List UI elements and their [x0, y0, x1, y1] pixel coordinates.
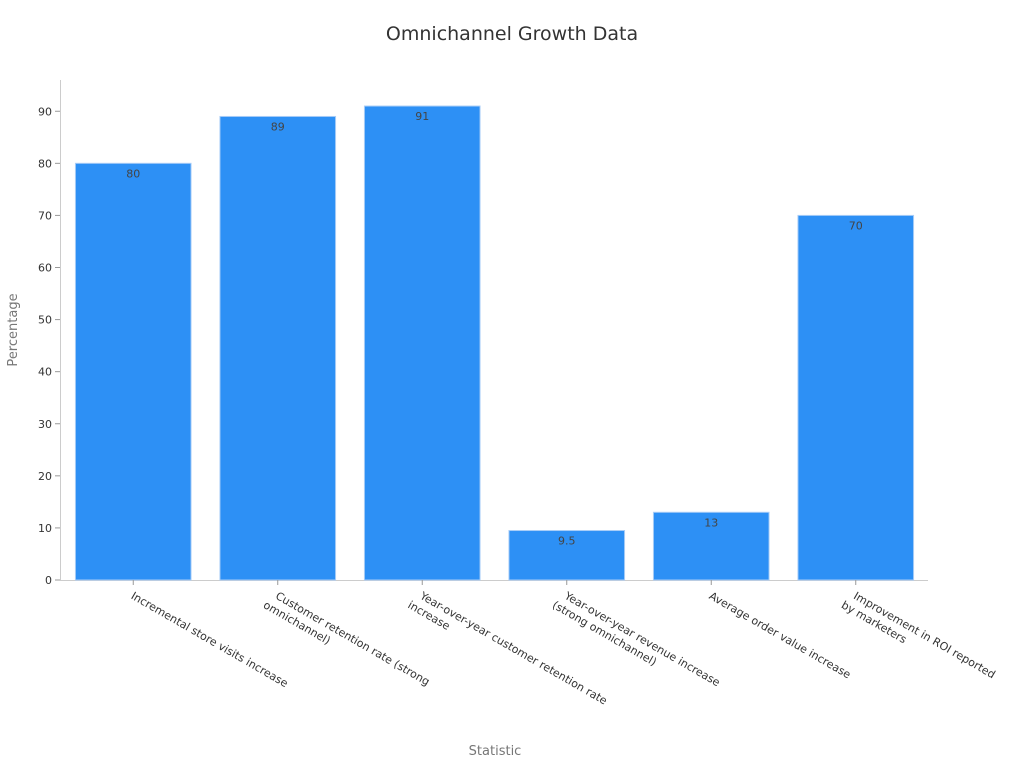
- data-label: 13: [704, 516, 718, 529]
- y-axis-title: Percentage: [6, 293, 21, 366]
- x-tick-label: Average order value increase: [707, 589, 853, 681]
- y-tick-label: 90: [38, 105, 52, 118]
- data-label: 9.5: [558, 535, 576, 548]
- y-tick-label: 60: [38, 262, 52, 275]
- y-axis-ticks: 0 10 20 30 40 50 60 70 80 90: [38, 105, 60, 587]
- y-tick-label: 0: [45, 574, 52, 587]
- chart-title: Omnichannel Growth Data: [386, 23, 638, 45]
- y-tick-label: 80: [38, 157, 52, 170]
- bar: [652, 511, 770, 581]
- y-tick-label: 70: [38, 209, 52, 222]
- x-axis-ticks: Incremental store visits increaseCustome…: [129, 580, 998, 708]
- bar: [508, 530, 626, 581]
- bar: [219, 115, 337, 581]
- bars: [74, 105, 915, 581]
- y-tick-label: 20: [38, 470, 52, 483]
- y-tick-label: 50: [38, 314, 52, 327]
- data-label: 70: [849, 219, 863, 232]
- y-tick-label: 30: [38, 418, 52, 431]
- data-label: 80: [126, 167, 140, 180]
- x-tick-label: Improvement in ROI reportedby marketers: [839, 586, 997, 693]
- y-tick-label: 10: [38, 522, 52, 535]
- data-label: 91: [415, 110, 429, 123]
- data-label: 89: [271, 120, 285, 133]
- data-labels: 80 89 91 9.5 13 70: [126, 110, 863, 547]
- bar: [797, 214, 915, 581]
- bar: [74, 162, 192, 581]
- bar: [363, 105, 481, 581]
- x-axis-title: Statistic: [469, 744, 522, 759]
- y-tick-label: 40: [38, 366, 52, 379]
